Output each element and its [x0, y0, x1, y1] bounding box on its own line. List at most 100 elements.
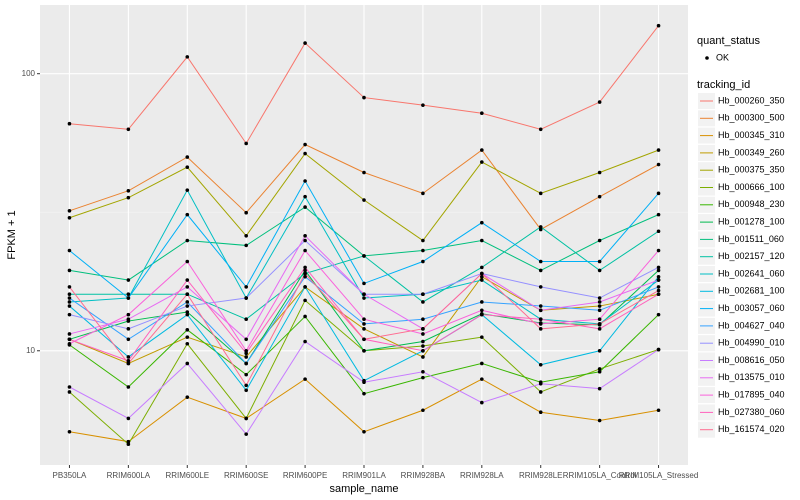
x-tick-label: RRIM105LA_Stressed: [619, 471, 699, 480]
data-point: [597, 238, 602, 243]
data-point: [244, 388, 248, 393]
data-point: [597, 308, 602, 313]
data-point: [597, 170, 602, 175]
data-point: [362, 292, 366, 297]
data-point: [303, 41, 307, 45]
data-point: [244, 351, 248, 356]
data-point: [244, 337, 248, 342]
data-point: [538, 304, 543, 308]
data-point: [480, 265, 484, 270]
x-axis-title: sample_name: [329, 483, 398, 495]
legend-label: Hb_017895_040: [718, 389, 785, 399]
x-tick-label: RRIM600LE: [165, 471, 209, 480]
x-tick-label: RRIM928BA: [401, 471, 446, 480]
data-point: [421, 339, 425, 344]
data-point: [656, 248, 661, 253]
data-point: [185, 278, 190, 282]
data-point: [656, 23, 661, 28]
data-point: [126, 317, 131, 321]
data-point: [362, 170, 366, 175]
data-point: [597, 369, 602, 374]
data-point: [656, 268, 661, 273]
legend-label: Hb_027380_060: [718, 407, 785, 417]
legend-label: Hb_161574_020: [718, 424, 785, 434]
data-point: [303, 233, 307, 238]
data-point: [67, 248, 72, 253]
data-point: [126, 385, 131, 389]
data-point: [244, 243, 248, 248]
x-tick-label: RRIM105LA_Control: [563, 471, 637, 480]
data-point: [656, 162, 661, 167]
data-point: [126, 195, 131, 200]
data-point: [480, 111, 484, 116]
data-point: [480, 278, 484, 282]
data-point: [480, 220, 484, 225]
data-point: [597, 100, 602, 104]
data-point: [480, 361, 484, 366]
x-tick-label: RRIM901LA: [342, 471, 386, 480]
data-point: [597, 322, 602, 326]
data-point: [185, 55, 190, 59]
data-point: [597, 304, 602, 308]
legend-label: Hb_008616_050: [718, 355, 785, 365]
data-point: [67, 390, 72, 394]
data-point: [126, 296, 131, 300]
data-point: [362, 391, 366, 396]
data-point: [244, 285, 248, 289]
legend-label: Hb_000666_100: [718, 182, 785, 192]
legend-label: Hb_000260_350: [718, 95, 785, 105]
data-point: [303, 194, 307, 199]
legend-label: Hb_002157_120: [718, 251, 785, 261]
data-point: [656, 148, 661, 152]
data-point: [480, 271, 484, 276]
legend-label: Hb_004627_040: [718, 320, 785, 330]
legend-label: Hb_003057_060: [718, 303, 785, 313]
data-point: [480, 148, 484, 152]
point-legend-key: [705, 56, 709, 60]
x-tick-label: PB350LA: [53, 471, 87, 480]
data-point: [303, 377, 307, 381]
legend-label: Hb_000300_500: [718, 113, 785, 123]
data-point: [421, 344, 425, 348]
data-point: [421, 348, 425, 353]
data-point: [538, 322, 543, 326]
data-point: [421, 300, 425, 304]
legend-label: Hb_000375_350: [718, 165, 785, 175]
point-legend-title: quant_status: [697, 35, 760, 47]
data-point: [126, 337, 131, 342]
data-point: [538, 127, 543, 132]
data-point: [656, 229, 661, 234]
legend-label: Hb_001511_060: [718, 234, 784, 244]
data-point: [244, 296, 248, 300]
data-point: [421, 292, 425, 297]
data-point: [126, 361, 131, 366]
data-point: [67, 341, 72, 346]
legend-label: Hb_002681_100: [718, 286, 785, 296]
data-point: [126, 355, 131, 359]
data-point: [303, 205, 307, 209]
data-point: [421, 248, 425, 253]
data-point: [126, 439, 131, 444]
data-point: [185, 361, 190, 366]
data-point: [126, 327, 131, 331]
data-point: [362, 317, 366, 321]
data-point: [480, 300, 484, 304]
data-point: [185, 335, 190, 339]
data-point: [421, 191, 425, 196]
data-point: [538, 227, 543, 232]
data-point: [126, 278, 131, 282]
data-point: [656, 347, 661, 352]
data-point: [67, 285, 72, 289]
data-point: [185, 188, 190, 192]
data-point: [656, 292, 661, 297]
data-point: [597, 386, 602, 391]
data-point: [126, 292, 131, 297]
data-point: [303, 298, 307, 303]
legend-label: Hb_004990_010: [718, 338, 785, 348]
data-point: [480, 335, 484, 339]
data-point: [362, 198, 366, 202]
data-point: [656, 288, 661, 293]
data-point: [244, 383, 248, 388]
data-point: [480, 377, 484, 381]
data-point: [597, 317, 602, 321]
